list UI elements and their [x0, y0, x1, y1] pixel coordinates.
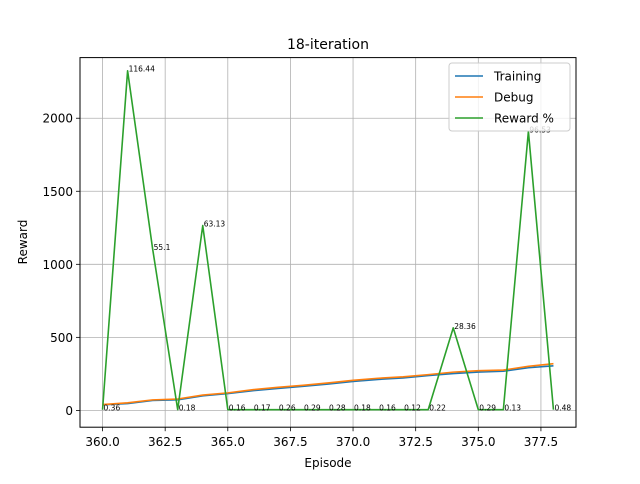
- legend-label: Training: [493, 70, 541, 84]
- reward-annotation: 28.36: [454, 322, 476, 331]
- x-tick-label: 375.0: [461, 435, 495, 449]
- reward-annotation: 0.48: [554, 404, 571, 413]
- reward-annotation: 0.13: [504, 404, 521, 413]
- reward-annotation: 0.18: [179, 404, 196, 413]
- reward-annotation: 63.13: [204, 220, 226, 229]
- x-tick-label: 365.0: [211, 435, 245, 449]
- legend-label: Reward %: [494, 112, 554, 126]
- y-tick-label: 1500: [42, 185, 73, 199]
- y-tick-label: 1000: [42, 258, 73, 272]
- legend-label: Debug: [494, 91, 533, 105]
- plot-frame: [79, 57, 577, 428]
- x-tick-label: 367.5: [273, 435, 307, 449]
- x-tick-label: 360.0: [85, 435, 119, 449]
- reward-annotation: 0.17: [254, 404, 271, 413]
- reward-annotation: 0.16: [229, 404, 246, 413]
- reward-annotation: 0.29: [304, 404, 321, 413]
- x-axis-label: Episode: [304, 456, 351, 470]
- y-tick-label: 0: [65, 404, 73, 418]
- x-tick-label: 362.5: [148, 435, 182, 449]
- reward-annotation: 0.26: [279, 404, 296, 413]
- x-tick-label: 372.5: [398, 435, 432, 449]
- y-axis-label: Reward: [16, 220, 30, 265]
- reward-annotation: 0.36: [104, 404, 121, 413]
- series-line-training: [102, 365, 554, 406]
- reward-annotation: 0.22: [429, 404, 446, 413]
- chart-title: 18-iteration: [287, 37, 369, 53]
- reward-annotation: 0.18: [354, 404, 371, 413]
- reward-annotation: 116.44: [129, 65, 155, 74]
- x-tick-label: 377.5: [524, 435, 558, 449]
- y-tick-label: 500: [50, 331, 73, 345]
- series-lines: [101, 69, 555, 411]
- reward-annotation: 0.28: [329, 404, 346, 413]
- reward-annotation: 0.12: [404, 404, 421, 413]
- x-axis-ticks: 360.0 362.5 365.0 367.5 370.0 372.5 375.0 377.5: [85, 427, 558, 449]
- y-axis-ticks: 0 500 1000 1500 2000: [42, 112, 80, 418]
- reward-annotation: 55.1: [154, 243, 171, 252]
- series-line-reward: [101, 69, 555, 411]
- legend-box: [448, 62, 571, 132]
- series-line-debug: [102, 362, 554, 406]
- reward-annotation: 0.16: [379, 404, 396, 413]
- y-tick-label: 2000: [42, 112, 73, 126]
- reward-annotation: 0.29: [479, 404, 496, 413]
- legend: Training Debug Reward %: [448, 62, 571, 132]
- x-tick-label: 370.0: [336, 435, 370, 449]
